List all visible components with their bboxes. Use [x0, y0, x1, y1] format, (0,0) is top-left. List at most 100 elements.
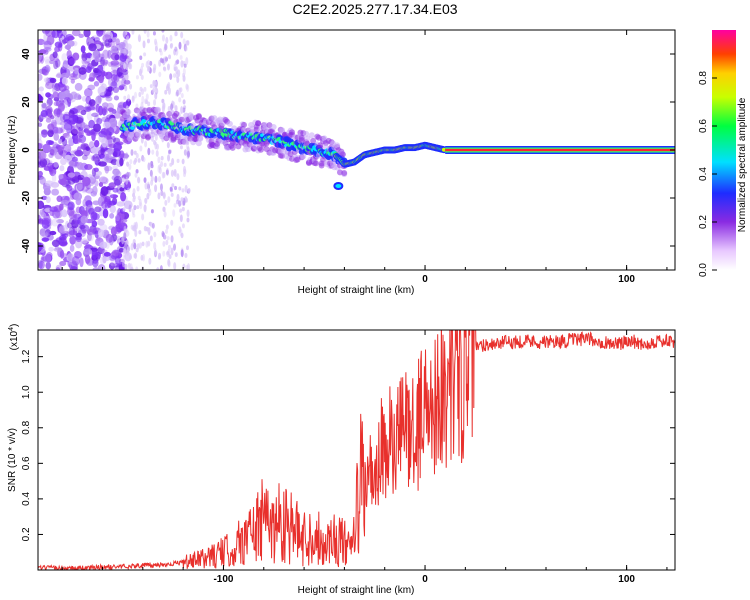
heatmap-cell [174, 46, 178, 52]
heatmap-cell [157, 255, 161, 260]
heatmap-cell [123, 62, 127, 70]
heatmap-cell [151, 88, 155, 94]
heatmap-cell [181, 223, 185, 229]
heatmap-cell [102, 49, 110, 59]
heatmap-cell [81, 57, 86, 66]
heatmap-cell [120, 192, 127, 202]
heatmap-cell [44, 253, 52, 264]
heatmap-cell [168, 254, 172, 259]
heatmap-cell [92, 212, 100, 221]
heatmap-cell [38, 214, 42, 225]
heatmap-cell [182, 99, 186, 105]
colorbar-gradient [712, 30, 736, 270]
heatmap-cell [135, 152, 139, 159]
heatmap-cell [61, 53, 68, 62]
heatmap-cell [154, 184, 158, 193]
heatmap-cell [173, 169, 177, 178]
heatmap-cell [67, 252, 73, 262]
heatmap-cell [229, 144, 236, 151]
heatmap-cell [40, 195, 48, 201]
heatmap-cell [139, 68, 143, 77]
heatmap-cell [79, 225, 86, 230]
heatmap-cell [141, 241, 145, 247]
heatmap-cell [164, 89, 168, 95]
heatmap-cell [54, 46, 61, 53]
heatmap-cell [167, 244, 171, 250]
heatmap-cell [99, 53, 105, 60]
heatmap-cell [114, 255, 121, 265]
heatmap-cell [94, 52, 99, 63]
heatmap-cell [178, 87, 182, 95]
heatmap-cell [68, 57, 76, 65]
heatmap-cell [42, 143, 51, 154]
heatmap-cell [157, 156, 161, 164]
heatmap-cell [160, 155, 164, 161]
heatmap-cell [195, 140, 202, 147]
heatmap-cell [184, 253, 188, 258]
heatmap-cell [55, 264, 63, 270]
heatmap-cell [143, 204, 147, 212]
heatmap-cell [141, 95, 145, 104]
heatmap-cell [142, 40, 146, 49]
heatmap-cell [131, 30, 135, 35]
spectrogram-ticks: -100 0 100 -40 -20 0 20 40 [21, 30, 675, 285]
colorbar: 0.0 0.2 0.4 0.6 0.8 Normalized spectral ampl… [698, 30, 748, 277]
heatmap-cell [310, 137, 317, 144]
heatmap-cell [128, 49, 132, 58]
heatmap-cell [119, 157, 124, 167]
heatmap-cell [155, 87, 159, 95]
heatmap-cell [154, 250, 158, 258]
heatmap-cell [108, 262, 116, 270]
heatmap-cell [176, 76, 180, 83]
heatmap-cell [102, 106, 108, 114]
heatmap-cell [92, 185, 98, 196]
heatmap-cell [56, 195, 63, 203]
heatmap-cell [140, 254, 144, 261]
heatmap-cell [158, 48, 162, 53]
heatmap-cell [55, 58, 61, 68]
heatmap-cell [187, 187, 191, 194]
heatmap-cell [181, 158, 185, 165]
heatmap-cell [105, 86, 115, 92]
heatmap-cell [152, 67, 156, 74]
heatmap-cell [158, 71, 162, 78]
heatmap-cell [137, 195, 141, 201]
heatmap-cell [73, 192, 83, 201]
heatmap-cell [80, 109, 87, 116]
heatmap-cell [52, 91, 59, 100]
heatmap-cell [101, 106, 109, 116]
heatmap-cell [181, 139, 188, 146]
heatmap-cell [170, 235, 174, 243]
heatmap-cell [38, 143, 43, 150]
heatmap-cell [169, 162, 173, 167]
heatmap-cell [52, 86, 57, 93]
heatmap-cell [83, 30, 91, 38]
heatmap-cell [150, 163, 154, 169]
heatmap-cell [131, 95, 135, 102]
spectrogram-heatmap [38, 30, 675, 270]
heatmap-cell [139, 145, 143, 152]
heatmap-cell [270, 124, 277, 131]
heatmap-cell [100, 256, 105, 265]
heatmap-cell [127, 262, 131, 270]
heatmap-cell [151, 222, 155, 229]
heatmap-cell [47, 123, 55, 131]
heatmap-cell [112, 69, 118, 74]
heatmap-cell [141, 119, 147, 124]
heatmap-cell [88, 207, 95, 215]
heatmap-cell [176, 193, 180, 202]
heatmap-cell [136, 185, 140, 192]
heatmap-cell [41, 256, 48, 261]
heatmap-cell [121, 42, 125, 49]
heatmap-cell [103, 252, 111, 257]
heatmap-cell [153, 231, 157, 238]
heatmap-cell [138, 91, 142, 98]
heatmap-cell [179, 145, 183, 150]
heatmap-cell [123, 79, 131, 85]
heatmap-cell [129, 254, 133, 260]
heatmap-cell [162, 102, 166, 110]
heatmap-cell [136, 205, 140, 210]
heatmap-cell [114, 54, 120, 61]
snr-scale-label: (x104) [8, 324, 20, 351]
heatmap-cell [180, 106, 184, 114]
